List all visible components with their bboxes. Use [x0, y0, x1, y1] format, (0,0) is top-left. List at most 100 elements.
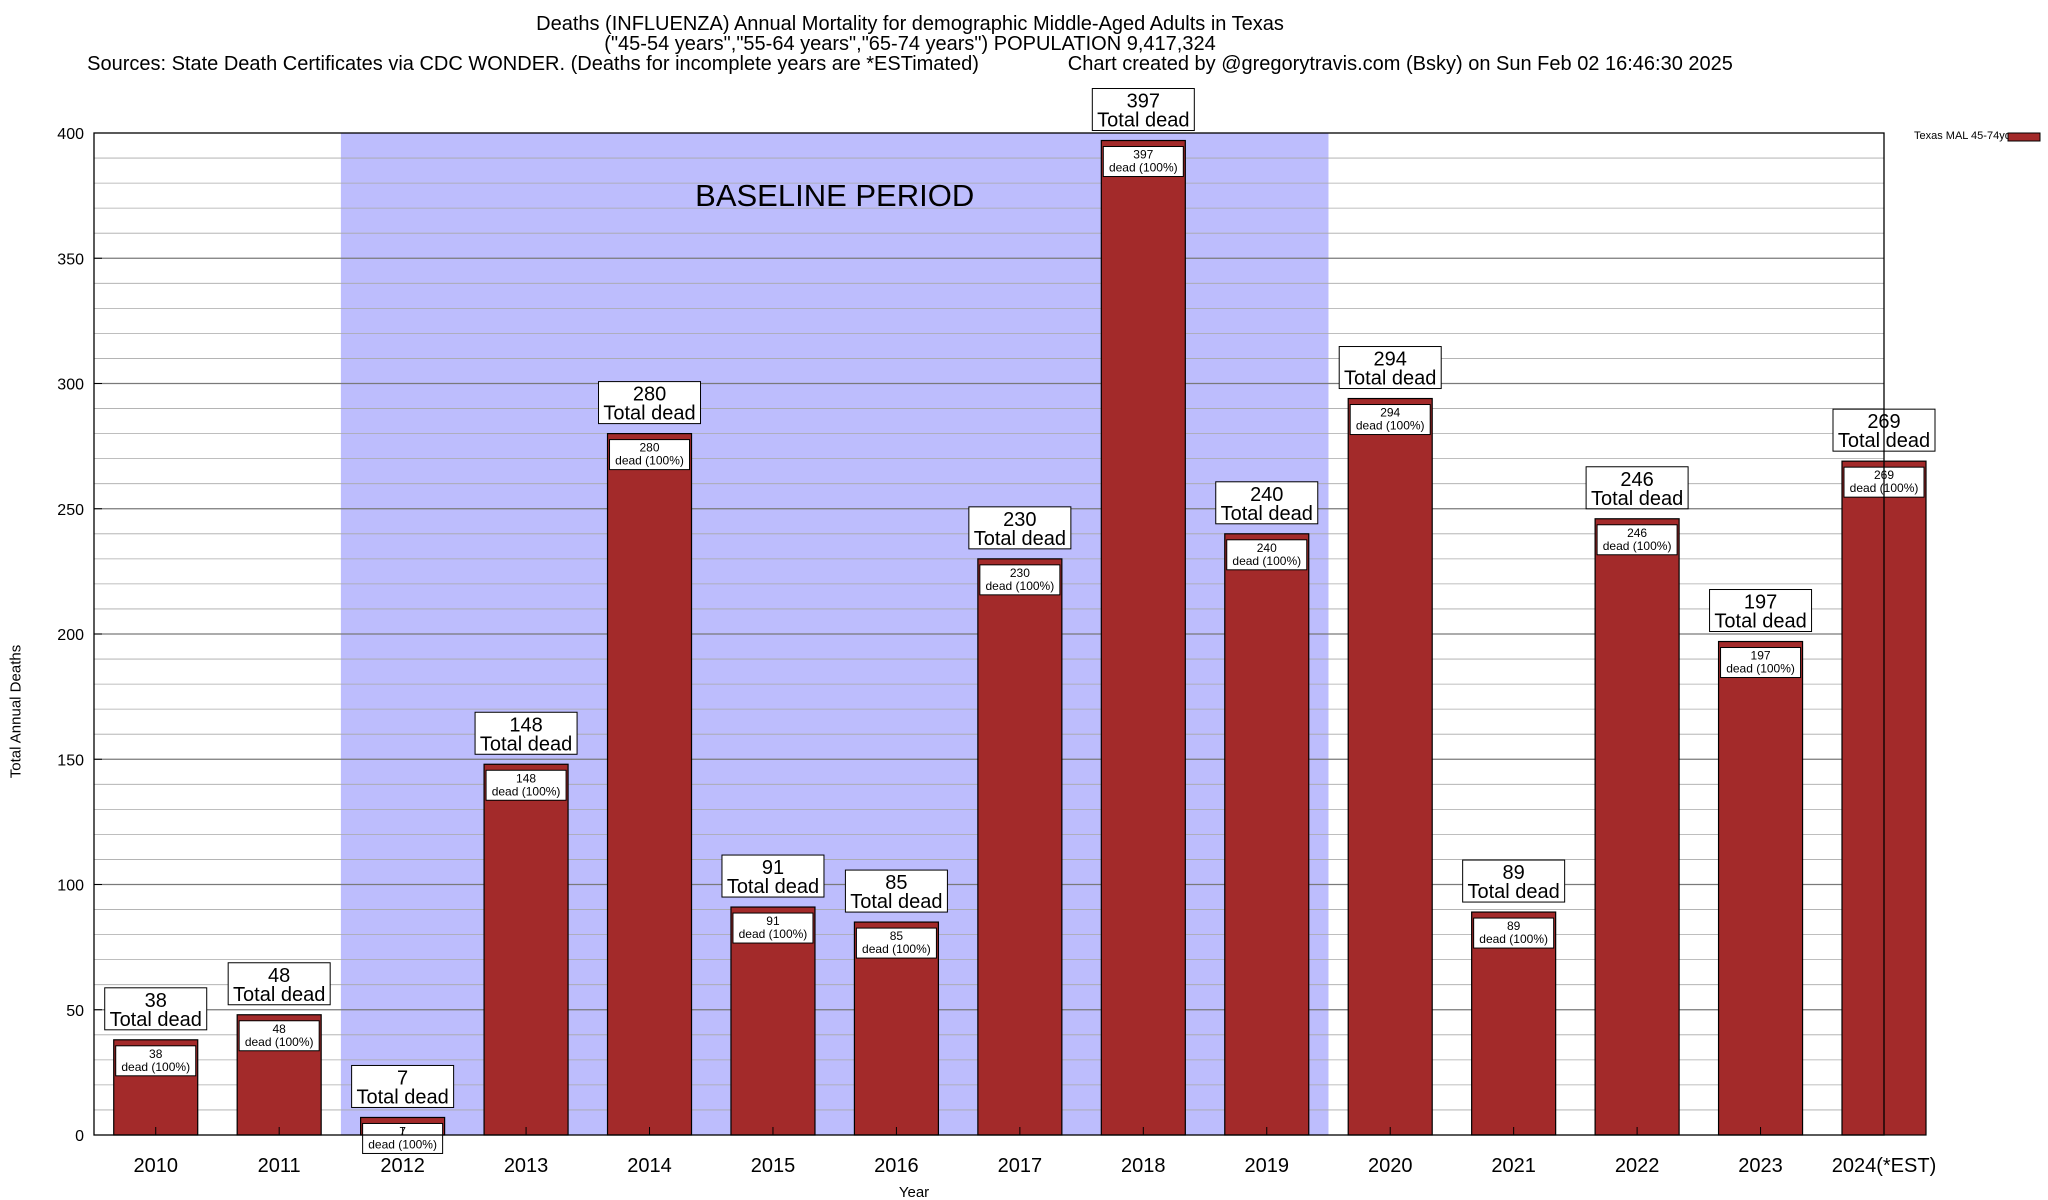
x-tick-label: 2014 — [627, 1155, 672, 1177]
bar-inner-value-label: 280 — [640, 441, 660, 455]
bar-inner-percent-label: dead (100%) — [739, 927, 808, 941]
bar-inner-percent-label: dead (100%) — [492, 784, 561, 798]
bar-total-label-box — [721, 854, 825, 898]
baseline-period-label: BASELINE PERIOD — [695, 178, 974, 213]
bar-total-value-label: 89 — [1503, 862, 1525, 884]
x-tick-label: 2012 — [380, 1155, 425, 1177]
bar-total-caption-label: Total dead — [850, 891, 942, 913]
bar-total-value-label: 280 — [633, 384, 666, 406]
x-tick-label: 2023 — [1738, 1155, 1783, 1177]
bar-inner-label-box — [1349, 404, 1431, 436]
y-tick-label: 0 — [75, 1128, 84, 1145]
bar-total-label-box — [1338, 346, 1442, 390]
bar-total-label-box — [474, 711, 578, 755]
x-tick-label: 2022 — [1615, 1155, 1660, 1177]
bar-total-value-label: 38 — [145, 990, 167, 1012]
bar-inner-label-box — [1720, 647, 1802, 679]
bar-2014 — [606, 433, 693, 1136]
bar-total-label-box — [104, 987, 208, 1031]
bar-total-value-label: 91 — [762, 857, 784, 879]
bar-inner-label-box — [855, 927, 937, 959]
bar-total-caption-label: Total dead — [110, 1009, 202, 1031]
bar-inner-value-label: 48 — [272, 1022, 286, 1036]
bar-inner-label-box — [238, 1020, 320, 1052]
bar-2022 — [1594, 518, 1680, 1136]
bar-inner-percent-label: dead (100%) — [1232, 554, 1301, 568]
bar-inner-percent-label: dead (100%) — [368, 1137, 437, 1151]
bar-total-label-box — [1709, 589, 1813, 633]
bar-inner-value-label: 38 — [149, 1047, 163, 1061]
bar-total-label-box — [1091, 88, 1195, 132]
y-tick-label: 150 — [57, 752, 84, 769]
bar-inner-percent-label: dead (100%) — [1603, 539, 1672, 553]
bar-2019 — [1224, 533, 1310, 1136]
bar-inner-label-box — [732, 912, 814, 944]
legend-swatch — [2007, 132, 2041, 142]
bar-2017 — [977, 558, 1063, 1136]
bar-inner-percent-label: dead (100%) — [1109, 161, 1178, 175]
bar-inner-label-box — [609, 439, 691, 471]
bar-inner-value-label: 240 — [1257, 541, 1277, 555]
bar-total-value-label: 230 — [1003, 509, 1036, 531]
plot-frame — [93, 132, 1885, 1136]
x-tick-label: 2011 — [258, 1155, 301, 1177]
bar-total-value-label: 397 — [1127, 91, 1160, 113]
bar-total-label-box — [1585, 466, 1689, 510]
x-tick-label: 2017 — [998, 1155, 1043, 1177]
bar-inner-value-label: 246 — [1627, 526, 1647, 540]
bar-2021 — [1471, 911, 1557, 1136]
x-tick-label: 2016 — [874, 1155, 919, 1177]
bar-total-value-label: 246 — [1620, 469, 1653, 491]
bar-2023 — [1717, 640, 1804, 1136]
legend-entry-label: Texas MAL 45-74yo — [1914, 130, 2011, 142]
bar-inner-label-box — [1473, 917, 1555, 949]
y-tick-label: 300 — [57, 377, 84, 394]
bar-inner-value-label: 91 — [766, 914, 780, 928]
y-tick-label: 350 — [57, 251, 84, 268]
bar-inner-value-label: 148 — [516, 771, 536, 785]
x-tick-label: 2018 — [1121, 1155, 1166, 1177]
bar-inner-percent-label: dead (100%) — [1479, 932, 1548, 946]
bar-inner-percent-label: dead (100%) — [1726, 662, 1795, 676]
bar-total-caption-label: Total dead — [1468, 881, 1560, 903]
chart-title-line-2: ("45-54 years","55-64 years","65-74 year… — [604, 33, 1216, 55]
bar-inner-label-box — [1102, 146, 1184, 178]
x-axis-label: Year — [899, 1184, 929, 1200]
y-tick-label: 250 — [57, 502, 84, 519]
bar-inner-label-box — [979, 564, 1061, 596]
bar-inner-label-box — [115, 1045, 197, 1077]
x-tick-label: 2019 — [1245, 1155, 1290, 1177]
bar-total-value-label: 197 — [1744, 592, 1777, 614]
x-tick-label: 2013 — [504, 1155, 549, 1177]
bar-inner-label-box — [362, 1122, 444, 1154]
bar-inner-value-label: 85 — [890, 929, 904, 943]
y-tick-label: 200 — [57, 627, 84, 644]
bar-total-caption-label: Total dead — [1591, 488, 1683, 510]
bar-total-caption-label: Total dead — [1221, 503, 1313, 525]
x-tick-label: 2021 — [1491, 1155, 1536, 1177]
bar-inner-percent-label: dead (100%) — [862, 942, 931, 956]
bar-2018 — [1100, 139, 1186, 1136]
x-tick-label: 2020 — [1368, 1155, 1413, 1177]
bar-inner-percent-label: dead (100%) — [245, 1035, 314, 1049]
y-tick-label: 400 — [57, 126, 84, 143]
bar-inner-percent-label: dead (100%) — [986, 579, 1055, 593]
bar-total-value-label: 240 — [1250, 484, 1283, 506]
bar-total-caption-label: Total dead — [974, 528, 1066, 550]
bar-total-value-label: 85 — [885, 872, 907, 894]
chart-title-line-3: Sources: State Death Certificates via CD… — [87, 53, 1733, 75]
bar-total-value-label: 148 — [509, 714, 542, 736]
bar-total-caption-label: Total dead — [356, 1086, 448, 1108]
bar-total-caption-label: Total dead — [1714, 611, 1806, 633]
x-tick-label: 2010 — [133, 1155, 178, 1177]
bar-total-caption-label: Total dead — [480, 733, 572, 755]
bar-total-caption-label: Total dead — [1097, 110, 1189, 132]
bar-total-label-box — [844, 869, 948, 913]
bar-total-caption-label: Total dead — [727, 876, 819, 898]
bar-total-label-box — [351, 1064, 455, 1108]
bar-inner-value-label: 230 — [1010, 566, 1030, 580]
bar-total-label-box — [227, 962, 331, 1006]
bar-2020 — [1347, 397, 1433, 1136]
bar-total-caption-label: Total dead — [233, 984, 325, 1006]
